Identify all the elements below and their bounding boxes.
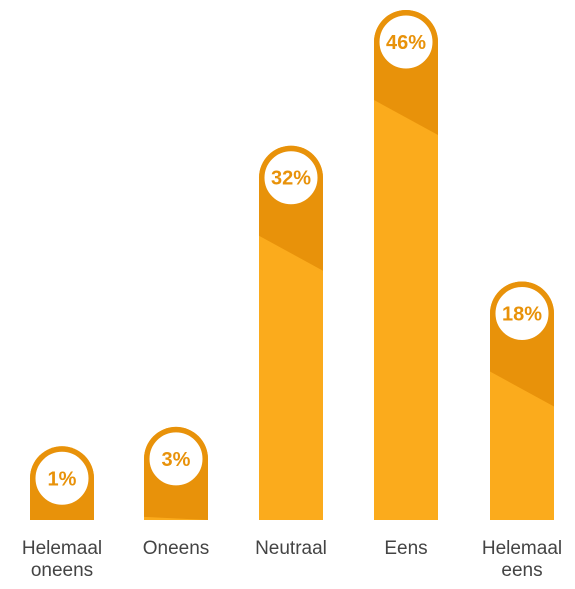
value-badge [263, 150, 319, 206]
value-label: 1% [48, 468, 77, 490]
value-badge [148, 431, 204, 487]
category-label: Neutraal [255, 538, 327, 559]
value-label: 46% [386, 32, 426, 54]
value-label: 32% [271, 168, 311, 190]
category-label: Eens [384, 538, 428, 559]
category-label: Oneens [142, 538, 210, 559]
value-badge [34, 450, 90, 506]
category-label: Helemaal eens [481, 538, 563, 581]
value-label: 3% [162, 449, 191, 471]
bar [374, 10, 438, 520]
value-label: 18% [502, 303, 542, 325]
value-badge [494, 285, 550, 341]
category-label: Helemaal oneens [21, 538, 103, 581]
value-badge [378, 14, 434, 70]
